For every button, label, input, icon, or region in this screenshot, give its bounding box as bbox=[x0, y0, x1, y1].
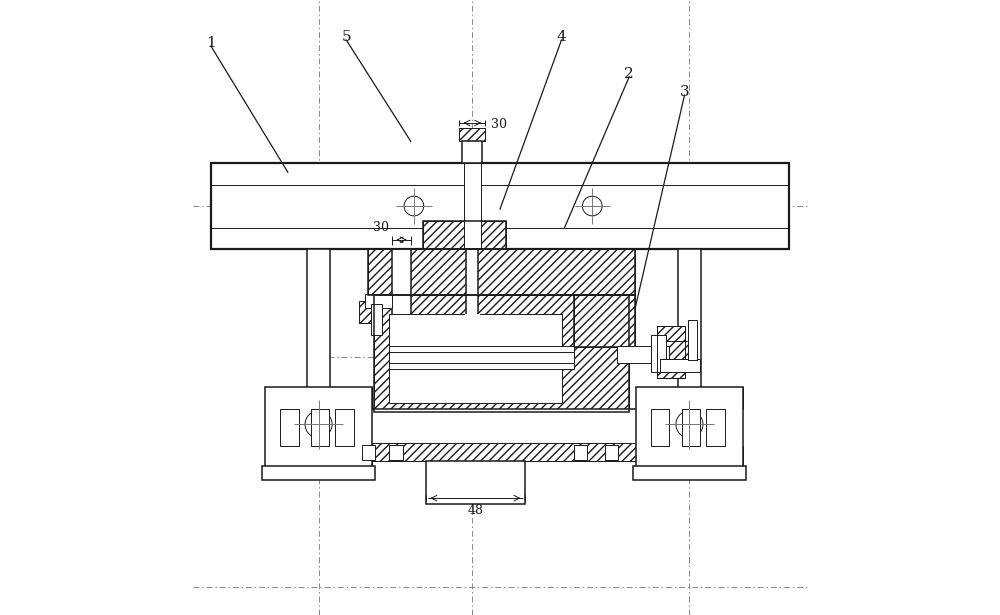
Bar bbox=[660, 359, 700, 372]
Bar bbox=[678, 249, 701, 455]
Bar bbox=[688, 320, 697, 360]
Bar bbox=[706, 409, 725, 446]
Bar bbox=[374, 295, 629, 412]
Bar bbox=[389, 346, 574, 369]
Bar bbox=[365, 443, 638, 461]
Bar bbox=[335, 409, 354, 446]
Bar bbox=[392, 249, 411, 264]
Bar bbox=[464, 163, 481, 249]
Bar bbox=[389, 352, 574, 363]
Bar bbox=[574, 295, 635, 347]
Text: 30: 30 bbox=[491, 118, 507, 132]
Bar bbox=[465, 314, 480, 403]
Bar bbox=[617, 346, 669, 363]
Bar bbox=[265, 387, 372, 409]
Bar bbox=[362, 445, 375, 460]
Text: 2: 2 bbox=[624, 67, 634, 81]
Bar bbox=[365, 409, 638, 461]
Circle shape bbox=[582, 196, 602, 216]
Bar bbox=[657, 326, 685, 378]
Bar bbox=[666, 341, 691, 366]
Text: 4: 4 bbox=[557, 30, 566, 44]
Bar bbox=[368, 249, 635, 295]
Bar bbox=[211, 163, 789, 249]
Bar bbox=[423, 221, 506, 249]
Bar bbox=[651, 409, 669, 446]
Bar bbox=[468, 343, 477, 352]
Bar bbox=[311, 409, 329, 446]
Bar bbox=[651, 335, 666, 372]
Bar bbox=[392, 249, 411, 323]
Bar bbox=[636, 446, 743, 467]
Bar bbox=[426, 461, 525, 504]
Circle shape bbox=[404, 196, 424, 216]
Bar bbox=[657, 326, 685, 378]
Bar bbox=[682, 409, 700, 446]
Bar bbox=[574, 445, 587, 460]
Bar bbox=[466, 249, 478, 344]
Bar bbox=[462, 141, 482, 163]
Bar bbox=[389, 445, 403, 460]
Bar bbox=[459, 128, 485, 141]
Bar bbox=[368, 249, 635, 295]
Bar bbox=[423, 221, 506, 249]
Bar bbox=[574, 295, 635, 347]
Bar bbox=[365, 294, 392, 308]
Bar bbox=[374, 295, 629, 412]
Bar bbox=[280, 409, 299, 446]
Bar bbox=[307, 249, 330, 455]
Bar bbox=[262, 466, 375, 480]
Bar bbox=[371, 304, 382, 335]
Circle shape bbox=[305, 411, 332, 438]
Bar bbox=[265, 446, 372, 467]
Bar bbox=[636, 387, 743, 409]
Text: 1: 1 bbox=[206, 36, 216, 50]
Bar bbox=[265, 387, 372, 467]
Bar bbox=[633, 466, 746, 480]
Text: 5: 5 bbox=[341, 30, 351, 44]
Circle shape bbox=[676, 411, 703, 438]
Text: 30: 30 bbox=[373, 221, 389, 234]
Bar bbox=[389, 314, 562, 403]
Text: 3: 3 bbox=[680, 85, 689, 99]
Text: 48: 48 bbox=[467, 504, 483, 517]
Bar bbox=[374, 303, 386, 320]
Bar bbox=[605, 445, 618, 460]
Bar bbox=[636, 387, 743, 467]
Bar bbox=[359, 301, 374, 323]
Bar bbox=[399, 322, 405, 329]
